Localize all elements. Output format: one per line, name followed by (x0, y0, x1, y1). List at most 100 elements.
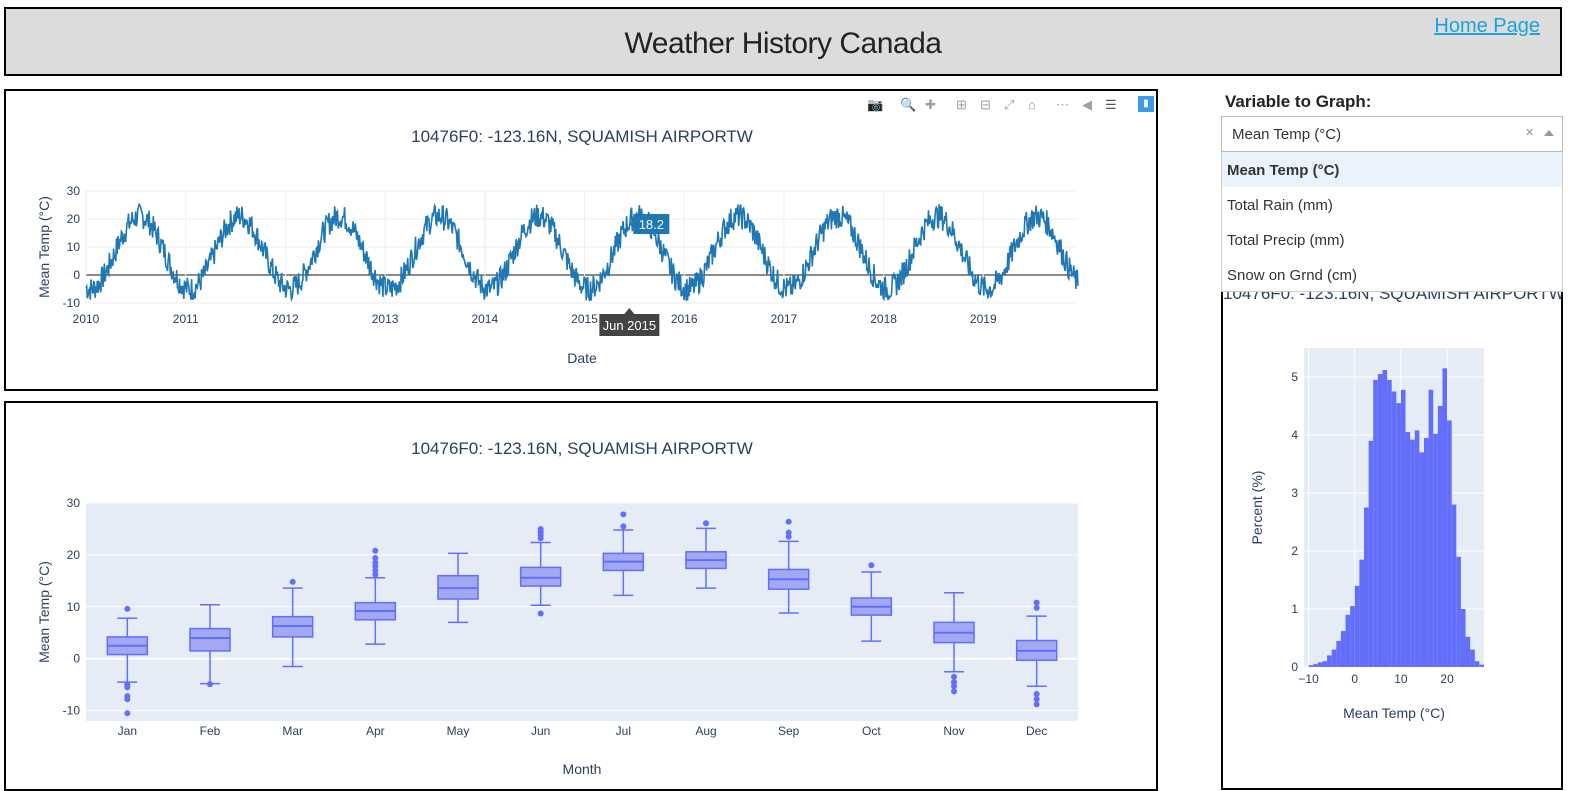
histogram-bar (1456, 556, 1461, 667)
x-tick-label: −10 (1298, 672, 1319, 686)
histogram-bar (1437, 406, 1443, 667)
page-header: Weather History Canada Home Page (4, 7, 1562, 76)
box-outlier (124, 696, 131, 703)
x-tick-label: 0 (1351, 672, 1358, 686)
chevron-up-icon[interactable] (1544, 130, 1554, 136)
dropdown-option[interactable]: Total Precip (mm) (1227, 232, 1345, 249)
box-outlier (620, 523, 627, 530)
x-tick-label: Feb (200, 724, 221, 738)
y-tick-label: 1 (1291, 602, 1298, 616)
histogram-bar (1391, 391, 1397, 667)
histogram-bar (1350, 606, 1355, 667)
histogram-bar (1377, 374, 1383, 667)
x-tick-label: Jan (118, 724, 137, 738)
zoom-in-icon[interactable]: ⊞ (956, 97, 967, 112)
box-oct (850, 562, 893, 642)
box-iqr (519, 566, 562, 587)
hover-compare-icon[interactable]: ☰ (1105, 97, 1117, 112)
histogram-bar (1410, 439, 1415, 667)
histogram-bar (1474, 661, 1480, 667)
zoom-icon[interactable]: 🔍 (900, 97, 917, 112)
x-axis-label: Mean Temp (°C) (1343, 705, 1445, 721)
x-tick-label: 2010 (73, 312, 100, 326)
plotly-logo-icon[interactable]: ▮ (1138, 96, 1154, 112)
zoom-out-icon[interactable]: ⊟ (980, 97, 991, 112)
x-tick-label: 2015 (571, 312, 598, 326)
x-tick-label: Dec (1026, 724, 1047, 738)
y-tick-label: -10 (63, 296, 81, 310)
x-tick-label: 2014 (471, 312, 498, 326)
camera-icon[interactable]: 📷 (867, 97, 884, 112)
boxplot-panel: 10476F0: -123.16N, SQUAMISH AIRPORTW 30 2… (4, 401, 1158, 791)
clear-icon[interactable]: × (1525, 124, 1534, 141)
box-outlier (372, 547, 379, 554)
y-tick-label: 20 (67, 548, 81, 562)
x-tick-label: Jun (531, 724, 550, 738)
histogram-bar (1308, 665, 1314, 667)
box-outlier (951, 683, 957, 690)
histogram-bar (1479, 664, 1484, 667)
box-outlier (951, 679, 957, 686)
histogram-bar (1433, 433, 1438, 667)
box-outlier (372, 555, 379, 562)
histogram-bar (1400, 389, 1406, 667)
reset-axes-icon[interactable]: ⌂ (1028, 97, 1036, 112)
histogram-bar (1387, 379, 1392, 667)
box-nov (933, 592, 975, 695)
y-tick-label: 0 (1291, 660, 1298, 674)
x-tick-label: 20 (1440, 672, 1454, 686)
histogram-bar (1451, 504, 1457, 667)
y-tick-label: 4 (1291, 428, 1298, 442)
histogram-bar (1322, 661, 1328, 667)
histogram-bar (1428, 389, 1434, 667)
box-outlier (1033, 701, 1040, 708)
timeseries-title: 10476F0: -123.16N, SQUAMISH AIRPORTW (411, 127, 753, 146)
histogram-bar (1359, 559, 1364, 667)
variable-select[interactable]: Mean Temp (°C) × (1221, 116, 1563, 152)
x-tick-label: Nov (943, 724, 964, 738)
boxplot-chart[interactable]: 30 20 10 0 -10 Jan Feb Mar Apr May Jun Jul Aug Sep Oct… (6, 403, 1156, 789)
histogram-bar (1405, 432, 1411, 667)
histogram-bar (1382, 370, 1388, 667)
box-outlier (124, 710, 131, 717)
y-tick-label: 10 (67, 600, 81, 614)
histogram-bar (1470, 649, 1475, 667)
autoscale-icon[interactable]: ⤢ (1004, 97, 1015, 112)
temperature-series-line (85, 202, 1079, 303)
pan-icon[interactable]: ✚ (925, 97, 936, 112)
box-outlier (951, 673, 957, 680)
histogram-bar (1419, 452, 1424, 667)
dropdown-option[interactable]: Total Rain (mm) (1227, 197, 1333, 214)
histogram-bar (1414, 430, 1420, 667)
box-dec (1015, 599, 1058, 708)
home-page-link[interactable]: Home Page (1434, 15, 1540, 37)
box-may (437, 552, 479, 624)
box-outlier (868, 562, 875, 569)
box-outlier (951, 688, 957, 695)
y-tick-label: -10 (63, 704, 81, 718)
y-tick-label: 3 (1291, 486, 1298, 500)
hover-x-box (599, 314, 660, 336)
box-mar (271, 578, 314, 668)
x-tick-label: 2013 (372, 312, 399, 326)
box-outlier (620, 511, 627, 518)
hover-closest-icon[interactable]: ◀ (1082, 97, 1092, 112)
box-iqr (189, 627, 231, 652)
histogram-bar (1364, 507, 1369, 667)
hover-x-value: Jun 2015 (603, 318, 657, 333)
boxplot-title: 10476F0: -123.16N, SQUAMISH AIRPORTW (411, 439, 753, 458)
x-tick-label: Mar (282, 724, 303, 738)
dropdown-option[interactable]: Mean Temp (°C) (1222, 152, 1562, 187)
box-outlier (289, 578, 296, 585)
histogram-bar (1368, 440, 1374, 667)
x-tick-label: 2019 (970, 312, 997, 326)
box-outlier (537, 525, 544, 532)
histogram-bar (1354, 585, 1360, 667)
dropdown-option[interactable]: Snow on Grnd (cm) (1227, 267, 1358, 284)
box-jun (519, 525, 562, 617)
y-axis-label: Mean Temp (°C) (36, 561, 52, 663)
spike-lines-icon[interactable]: ⋯ (1056, 97, 1069, 112)
